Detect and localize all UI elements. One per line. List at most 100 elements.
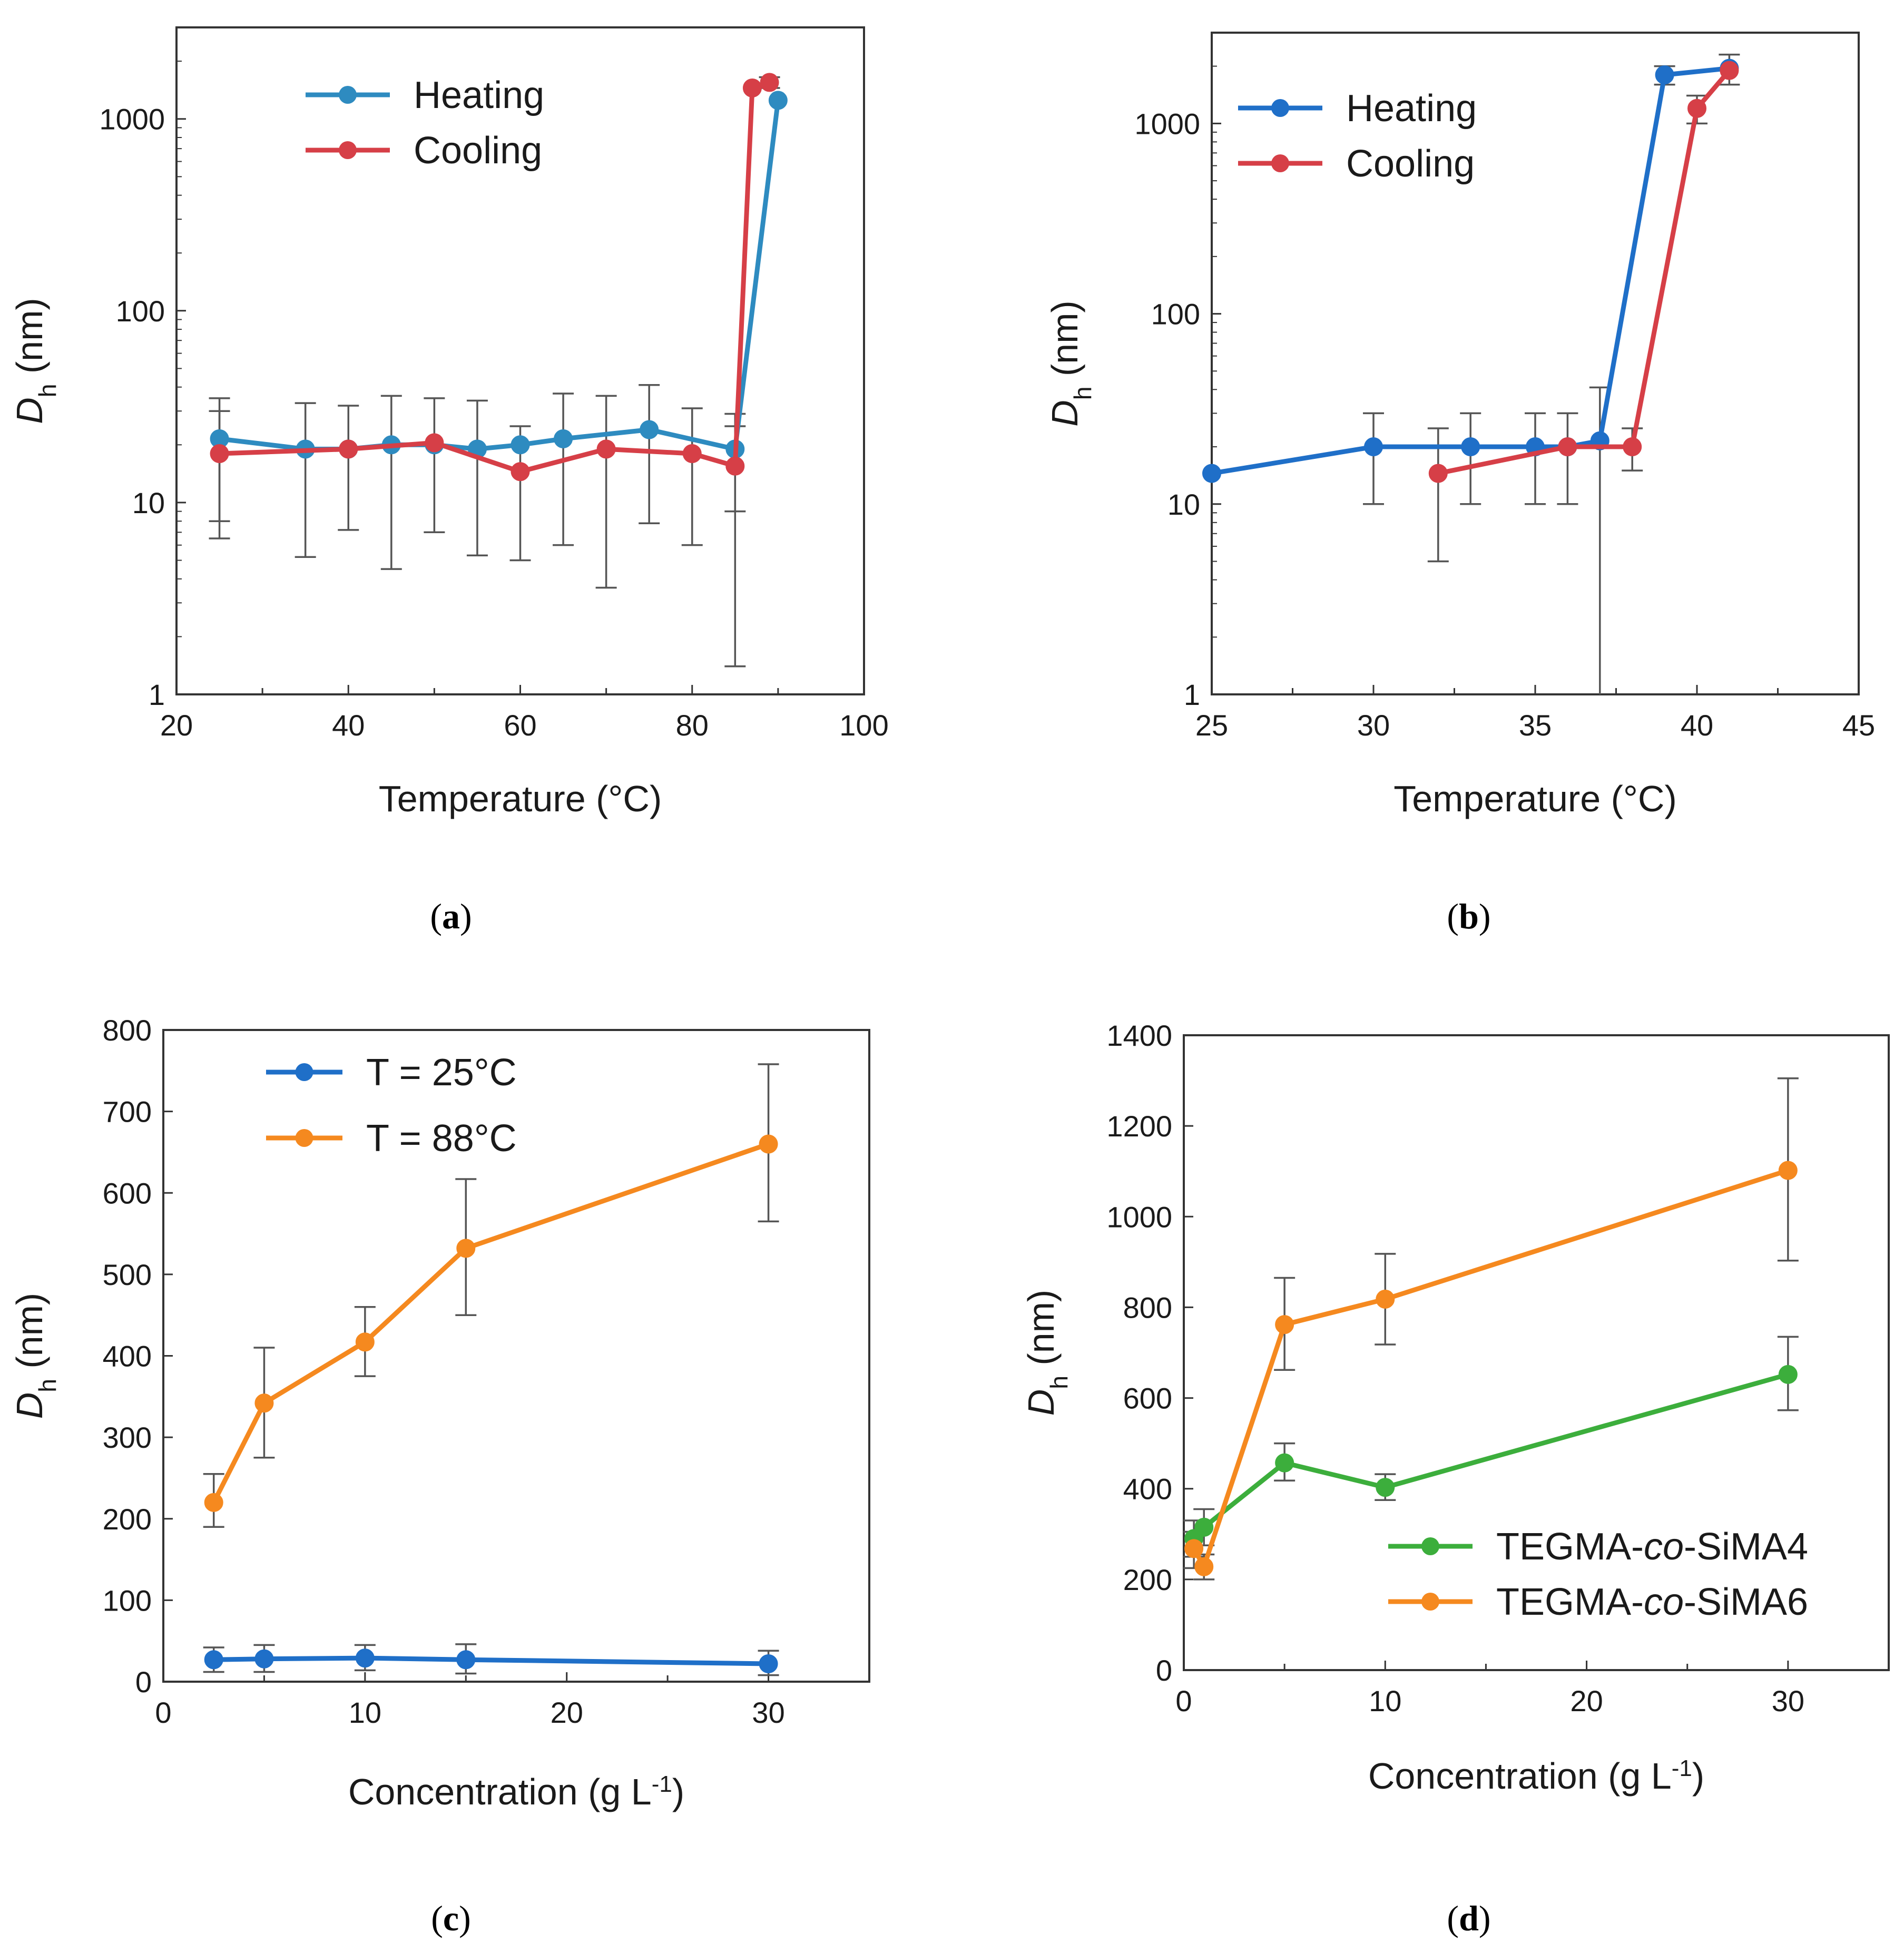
x-axis-label-end: ) bbox=[1692, 1755, 1704, 1797]
y-axis-label-sub: h bbox=[1069, 387, 1096, 400]
legend-label: TEGMA-co-SiMA4 bbox=[1496, 1526, 1808, 1568]
data-point bbox=[760, 73, 779, 92]
legend-marker bbox=[295, 1129, 313, 1147]
caption-c-letter: c bbox=[443, 1898, 459, 1938]
series-line-1 bbox=[213, 1655, 769, 1666]
data-point bbox=[1376, 1478, 1395, 1497]
data-point bbox=[425, 433, 444, 453]
data-point bbox=[1275, 1453, 1294, 1473]
x-axis-label: Temperature (°C) bbox=[379, 778, 662, 819]
x-tick-label: 10 bbox=[1369, 1684, 1401, 1718]
y-axis-label-main: D bbox=[9, 1392, 50, 1419]
y-tick-label: 10 bbox=[132, 486, 165, 519]
x-tick-label: 35 bbox=[1519, 709, 1552, 742]
data-point bbox=[1687, 99, 1706, 118]
x-tick-label: 25 bbox=[1195, 709, 1228, 742]
data-point bbox=[511, 435, 530, 455]
y-tick-label: 100 bbox=[1151, 298, 1200, 331]
x-axis-label-sup: -1 bbox=[1672, 1755, 1692, 1781]
legend-label-italic: co bbox=[1644, 1526, 1684, 1568]
data-point bbox=[1778, 1365, 1798, 1384]
x-tick-label: 40 bbox=[1681, 709, 1713, 742]
data-point bbox=[768, 91, 788, 110]
y-tick-label: 10 bbox=[1167, 488, 1200, 521]
plot-area-frame bbox=[1211, 32, 1860, 695]
y-axis-label-main: D bbox=[1020, 1389, 1062, 1416]
y-axis-label: Dh (nm) bbox=[9, 298, 61, 424]
y-tick-label: 400 bbox=[103, 1340, 152, 1373]
data-point bbox=[1194, 1517, 1214, 1537]
chart-b: 25 30 35 40 45 1 10 100 1000 Temperature (°C) Dh (… bbox=[1044, 32, 1875, 819]
legend-label-post: -SiMA6 bbox=[1684, 1581, 1808, 1623]
x-tick-label: 0 bbox=[155, 1696, 171, 1729]
data-point bbox=[1461, 437, 1480, 457]
y-tick-label: 0 bbox=[135, 1665, 152, 1699]
x-tick-label: 10 bbox=[349, 1696, 381, 1729]
series-line-2 bbox=[1192, 1168, 1789, 1569]
data-point bbox=[1194, 1557, 1214, 1576]
legend-marker bbox=[1271, 99, 1289, 117]
y-axis-label-sub: h bbox=[34, 1379, 61, 1392]
data-point bbox=[456, 1650, 476, 1670]
y-axis-label-main: D bbox=[9, 397, 50, 424]
caption-c: (c) bbox=[431, 1898, 471, 1938]
series-line-2 bbox=[1437, 68, 1731, 476]
series-line-1 bbox=[1211, 66, 1730, 476]
y-tick-label: 1000 bbox=[1134, 107, 1200, 140]
y-axis-label: Dh (nm) bbox=[1044, 300, 1096, 426]
x-axis-label-main: Concentration (g L bbox=[348, 1771, 652, 1812]
y-tick-label: 100 bbox=[116, 295, 165, 328]
data-point bbox=[742, 78, 762, 97]
data-point bbox=[1720, 61, 1739, 80]
caption-b: (b) bbox=[1447, 896, 1490, 936]
legend-marker bbox=[339, 141, 357, 159]
plot-area-frame bbox=[1183, 1034, 1890, 1671]
caption-b-letter: b bbox=[1459, 896, 1479, 936]
x-axis-label: Concentration (g L-1) bbox=[1368, 1755, 1704, 1797]
legend-marker bbox=[1421, 1537, 1439, 1555]
caption-a: (a) bbox=[430, 896, 472, 936]
x-axis-label-main: Concentration (g L bbox=[1368, 1755, 1672, 1797]
caption-d-letter: d bbox=[1459, 1898, 1479, 1938]
legend-label: TEGMA-co-SiMA6 bbox=[1496, 1581, 1808, 1623]
y-tick-label: 500 bbox=[103, 1258, 152, 1291]
data-point bbox=[204, 1650, 223, 1670]
x-tick-label: 30 bbox=[1357, 709, 1390, 742]
legend-marker bbox=[1271, 154, 1289, 172]
legend-label-post: -SiMA4 bbox=[1684, 1526, 1808, 1568]
caption-a-letter: a bbox=[442, 896, 460, 936]
legend-marker bbox=[1421, 1593, 1439, 1611]
data-point bbox=[596, 439, 616, 459]
y-axis-label-unit: (nm) bbox=[1044, 300, 1085, 386]
legend-label: T = 88°C bbox=[366, 1117, 517, 1160]
legend-label: T = 25°C bbox=[366, 1052, 517, 1094]
y-tick-label: 300 bbox=[103, 1421, 152, 1454]
x-tick-label: 20 bbox=[1570, 1684, 1603, 1718]
data-point bbox=[1275, 1315, 1294, 1334]
legend-label: Cooling bbox=[1346, 143, 1475, 185]
x-axis-label: Concentration (g L-1) bbox=[348, 1771, 684, 1813]
x-tick-label: 30 bbox=[1772, 1684, 1804, 1718]
y-tick-label: 1 bbox=[1184, 678, 1200, 711]
legend-label-pre: TEGMA- bbox=[1496, 1526, 1644, 1568]
y-axis-label: Dh (nm) bbox=[9, 1293, 61, 1419]
x-tick-label: 20 bbox=[551, 1696, 583, 1729]
data-point bbox=[355, 1648, 375, 1668]
x-tick-label: 100 bbox=[839, 709, 888, 742]
legend-label: Heating bbox=[414, 74, 544, 116]
x-tick-label: 40 bbox=[332, 709, 365, 742]
y-tick-label: 0 bbox=[1156, 1654, 1172, 1687]
y-axis-label-unit: (nm) bbox=[9, 1293, 50, 1379]
data-point bbox=[1778, 1161, 1798, 1180]
data-point bbox=[1655, 65, 1674, 85]
plot-area-frame bbox=[175, 26, 865, 695]
legend-label-italic: co bbox=[1644, 1581, 1684, 1623]
data-point bbox=[759, 1654, 778, 1673]
data-point bbox=[339, 439, 358, 459]
data-point bbox=[759, 1134, 778, 1154]
y-axis-label-main: D bbox=[1044, 400, 1085, 427]
y-tick-label: 600 bbox=[1123, 1382, 1172, 1415]
x-tick-label: 45 bbox=[1842, 709, 1875, 742]
data-point bbox=[554, 429, 573, 448]
